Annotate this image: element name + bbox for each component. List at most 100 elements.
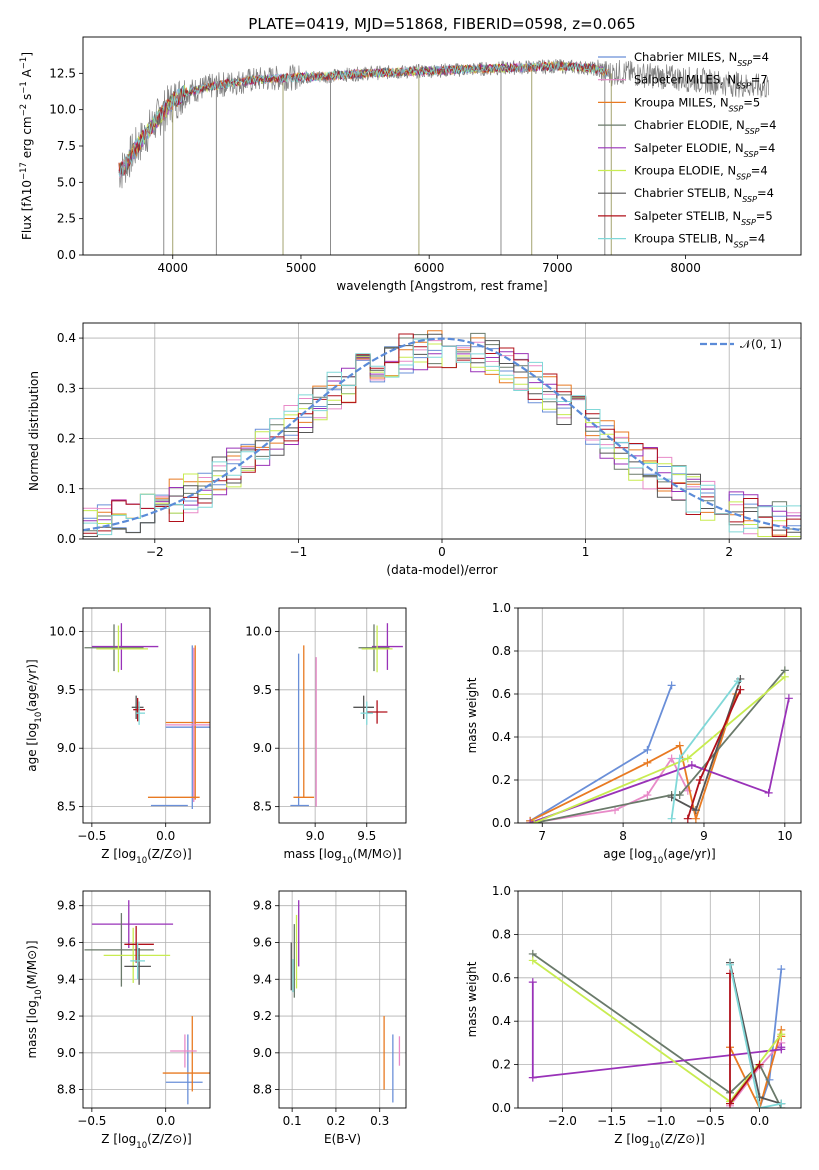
mw_vs_age-marker-1-2	[643, 791, 652, 800]
mass_vs_Z-ylabel: mass [log10(M/M⊙)]	[25, 940, 44, 1058]
mw_vs_Z-ytick-label-5: 1.0	[492, 884, 511, 898]
age_vs_mass-point-1	[293, 645, 315, 798]
spectrum-model-4	[118, 61, 609, 175]
mw_vs_age-marker-7-2	[736, 685, 745, 694]
mw_vs_age-marker-7-0	[683, 814, 692, 823]
age_vs_Z-point-0	[165, 645, 210, 809]
age_vs_mass-xtick-label-1: 9.5	[357, 829, 376, 843]
spectrum-legend-label-4: Salpeter ELODIE, NSSP=4	[634, 141, 775, 159]
spectrum-ytick-label-3: 7.5	[57, 139, 76, 153]
spectrum-model-3	[118, 61, 609, 172]
spectrum-legend-label-8: Kroupa STELIB, NSSP=4	[634, 232, 765, 250]
spectrum-ytick-label-0: 0.0	[57, 248, 76, 262]
mw_vs_age-marker-5-0	[530, 819, 539, 823]
mass_vs_EBV-ytick-label-5: 9.8	[253, 899, 272, 913]
residuals-normal-curve	[83, 337, 801, 532]
spectrum: 4000 5000 6000 7000 8000 0.0 2.5 5.0 7.5 10.0 12.5…	[19, 36, 802, 293]
spectrum-xtick-label-0: 4000	[157, 261, 188, 275]
mw_vs_Z-marker-7-1	[726, 1099, 735, 1108]
mw_vs_age-marker-4-3	[784, 694, 793, 703]
age_vs_Z-plot-area	[84, 623, 210, 809]
mass_vs_EBV-xlabel: E(B-V)	[324, 1132, 361, 1146]
spectrum-legend-label-2: Kroupa MILES, NSSP=5	[634, 95, 760, 113]
residuals-xtick-label-0: −2	[146, 545, 164, 559]
mw_vs_Z-xtick-label-4: 0.0	[750, 1114, 769, 1128]
spectrum-xlabel: wavelength [Angstrom, rest frame]	[336, 279, 547, 293]
age_vs_Z-ylabel: age [log10(age/yr)]	[25, 659, 44, 771]
mw_vs_age-xtick-label-0: 7	[538, 829, 546, 843]
mass_vs_Z-point-8	[130, 942, 146, 980]
mass_vs_EBV-xtick-label-1: 0.2	[326, 1114, 345, 1128]
mass_vs_Z-xtick-label-1: 0.0	[156, 1114, 175, 1128]
mass_vs_EBV-frame	[278, 890, 407, 1109]
mw_vs_Z-ytick-label-2: 0.4	[492, 1014, 511, 1028]
mw_vs_age: 7 8 9 10 0.0 0.2 0.4 0.6 0.8 1.0 age [log10(age/yr…	[465, 601, 802, 866]
age_vs_Z-ytick-label-3: 10.0	[49, 624, 76, 638]
mw_vs_age-xtick-label-1: 8	[619, 829, 627, 843]
spectrum-legend-label-1: Salpeter MILES, NSSP=7	[634, 73, 768, 91]
age_vs_Z-xtick-label-0: −0.5	[77, 829, 106, 843]
mw_vs_age-marker-8-1	[675, 754, 684, 763]
mw_vs_Z-frame	[517, 890, 802, 1109]
residuals-ylabel: Normed distribution	[27, 371, 41, 491]
mw_vs_Z-marker-8-0	[726, 960, 735, 969]
mass_vs_Z-point-6	[124, 925, 154, 963]
mw_vs_age-marker-2-2	[675, 741, 684, 750]
mw_vs_age-marker-4-0	[526, 819, 535, 823]
age_vs_Z: −0.5 0.0 8.5 9.0 9.5 10.0 Z [log10(Z/Z⊙)] age […	[25, 607, 211, 866]
mass_vs_Z-point-1	[162, 1016, 210, 1092]
mass_vs_EBV: 0.1 0.2 0.3 8.8 9.0 9.2 9.4 9.6 9.8 E(B-V)	[253, 890, 407, 1146]
age_vs_mass-ytick-label-1: 9.0	[253, 741, 272, 755]
residuals-xtick-label-2: 0	[438, 545, 446, 559]
mw_vs_Z-marker-8-1	[755, 1104, 764, 1108]
mw_vs_Z-plot-area	[528, 949, 786, 1108]
age_vs_mass-point-4	[358, 624, 390, 672]
age_vs_mass-xlabel: mass [log10(M/M⊙)]	[283, 847, 401, 866]
age_vs_mass-point-8	[360, 701, 373, 725]
mw_vs_age-marker-7-1	[695, 776, 704, 784]
mass_vs_EBV-xtick-label-0: 0.1	[283, 1114, 302, 1128]
age_vs_mass: 9.0 9.5 8.5 9.0 9.5 10.0 mass [log10(M/M⊙)]	[245, 607, 407, 866]
age_vs_mass-point-0	[290, 653, 309, 807]
mw_vs_age-ytick-label-4: 0.8	[492, 644, 511, 658]
spectrum-model-8	[118, 61, 609, 177]
mw_vs_age-ytick-label-0: 0.0	[492, 816, 511, 830]
age_vs_Z-ytick-label-2: 9.5	[57, 683, 76, 697]
mass_vs_Z-ytick-label-0: 8.8	[57, 1083, 76, 1097]
mw_vs_age-marker-8-2	[733, 677, 742, 686]
mass_vs_Z-point-4	[84, 913, 154, 987]
mw_vs_Z-xtick-label-1: −1.5	[597, 1114, 626, 1128]
spectrum-legend-label-7: Salpeter STELIB, NSSP=5	[634, 209, 773, 227]
age_vs_mass-ytick-label-2: 9.5	[253, 683, 272, 697]
spectrum-legend-label-3: Chabrier ELODIE, NSSP=4	[634, 118, 776, 136]
mw_vs_Z-marker-5-0	[528, 956, 537, 965]
mw_vs_Z-xlabel: Z [log10(Z/Z⊙)]	[614, 1132, 704, 1151]
residuals-plot-area	[83, 330, 801, 539]
mw_vs_Z-marker-5-2	[777, 1030, 786, 1039]
residuals-ytick-label-2: 0.2	[57, 432, 76, 446]
mw_vs_Z: −2.0 −1.5 −1.0 −0.5 0.0 0.0 0.2 0.4 0.6 0.8 1.0 Z […	[465, 884, 802, 1151]
mw_vs_Z-ytick-label-4: 0.8	[492, 927, 511, 941]
mw_vs_age-xlabel: age [log10(age/yr)]	[603, 847, 715, 866]
mw_vs_Z-series-8	[729, 964, 782, 1108]
mass_vs_Z-xlabel: Z [log10(Z/Z⊙)]	[101, 1132, 191, 1151]
residuals-xtick-label-4: 2	[725, 545, 733, 559]
mass_vs_Z-point-5	[103, 927, 171, 983]
age_vs_mass-point-7	[366, 700, 388, 724]
mw_vs_age-marker-2-3	[691, 814, 700, 823]
mw_vs_age-marker-5-1	[683, 754, 692, 763]
mw_vs_age-series-4	[529, 698, 790, 823]
mw_vs_Z-ytick-label-1: 0.2	[492, 1058, 511, 1072]
mass_vs_EBV-plot-area	[290, 900, 401, 1103]
mw_vs_age-ytick-label-3: 0.6	[492, 687, 511, 701]
mw_vs_Z-marker-7-2	[755, 1060, 764, 1069]
spectrum-ytick-label-1: 2.5	[57, 212, 76, 226]
age_vs_mass-ytick-label-3: 10.0	[245, 624, 272, 638]
residuals-legend: 𝒩(0, 1)	[700, 337, 782, 351]
mw_vs_age-ytick-label-2: 0.4	[492, 730, 511, 744]
mw_vs_age-xtick-label-2: 9	[700, 829, 708, 843]
mw_vs_age-ylabel: mass weight	[465, 677, 479, 753]
age_vs_Z-point-5	[91, 623, 159, 670]
residuals-xlabel: (data-model)/error	[386, 563, 497, 577]
age_vs_Z-xlabel: Z [log10(Z/Z⊙)]	[101, 847, 191, 866]
